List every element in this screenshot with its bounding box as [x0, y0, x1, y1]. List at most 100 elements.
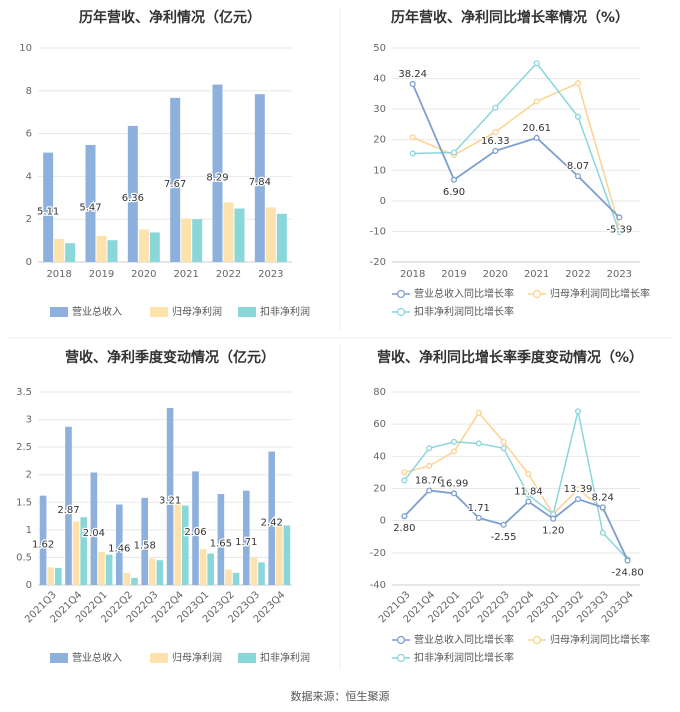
data-label: 16.33	[481, 136, 510, 147]
x-tick-label: 2020	[483, 269, 508, 280]
data-point	[475, 440, 482, 447]
data-label: 38.24	[398, 69, 427, 80]
bar-revenue	[170, 97, 181, 262]
bar-parent-net-profit	[225, 569, 232, 585]
data-point	[616, 228, 623, 236]
data-point	[475, 409, 482, 416]
data-label: 8.07	[567, 161, 589, 172]
legend-label: 营业总收入	[72, 305, 122, 318]
chart-panel-1: 历年营收、净利情况（亿元） 0 2 4 6 8 10 2018 2019 2020 2021 2022…	[19, 9, 310, 318]
data-label: 13.39	[564, 484, 593, 495]
data-point	[525, 470, 532, 478]
bar-revenue	[268, 451, 275, 585]
y-tick-label: 50	[373, 43, 386, 54]
legend-swatch	[238, 653, 256, 663]
y-tick-label: 30	[373, 104, 386, 115]
data-label: -24.80	[611, 568, 643, 579]
data-point	[525, 491, 532, 498]
data-label: 6.36	[122, 193, 144, 204]
legend-item: 扣非净利润	[238, 305, 310, 318]
y-tick-label: 20	[373, 484, 386, 495]
series-line-revenue-growth	[411, 83, 620, 218]
legend-swatch	[150, 307, 168, 317]
bar-revenue	[39, 495, 47, 585]
data-point	[599, 504, 606, 511]
bar-parent-net-profit	[265, 207, 276, 262]
data-point	[450, 490, 458, 497]
y-tick-label: 1	[26, 525, 32, 536]
legend-swatch	[50, 307, 68, 317]
bar-parent-net-profit	[47, 567, 55, 585]
data-point	[492, 104, 499, 111]
data-label: 20.61	[522, 123, 551, 134]
data-label: 1.20	[542, 526, 564, 537]
x-tick-label: 2021	[524, 269, 549, 280]
legend-item: 归母净利润	[150, 651, 222, 664]
data-label: 7.84	[249, 177, 271, 188]
data-label: 8.29	[206, 172, 228, 183]
legend-label: 扣非净利润	[260, 305, 310, 318]
data-label: 8.24	[592, 492, 614, 503]
legend-label: 扣非净利润	[260, 651, 310, 664]
x-tick-label: 2018	[400, 269, 425, 280]
y-tick-label: 40	[373, 74, 386, 85]
bar-revenue	[212, 84, 223, 263]
bar-deducted-net-profit	[192, 219, 203, 262]
data-label: 3.21	[159, 495, 181, 506]
bar-parent-net-profit	[174, 502, 182, 585]
data-point	[574, 113, 582, 120]
x-tick-label: 2019	[441, 269, 466, 280]
legend-label: 营业总收入	[72, 651, 122, 664]
bar-parent-net-profit	[181, 218, 192, 262]
bar-parent-net-profit	[148, 558, 156, 585]
data-label: 1.71	[468, 503, 490, 514]
bar-deducted-net-profit	[65, 243, 76, 262]
bar-deducted-net-profit	[131, 577, 138, 585]
bar-deducted-net-profit	[105, 554, 113, 585]
legend-swatch	[50, 653, 68, 663]
y-tick-label: 3.5	[16, 387, 32, 398]
data-label: 18.76	[415, 475, 444, 486]
data-point	[616, 214, 623, 221]
bar-deducted-net-profit	[258, 562, 265, 585]
y-tick-label: -10	[370, 226, 386, 237]
data-label: 2.87	[57, 505, 79, 516]
legend-marker	[396, 653, 406, 663]
data-label: 2.06	[184, 527, 206, 538]
y-tick-label: 0	[380, 516, 386, 527]
data-point	[492, 129, 499, 136]
data-label: 6.90	[443, 187, 465, 198]
data-point	[533, 60, 540, 67]
bar-deducted-net-profit	[55, 567, 62, 585]
y-tick-label: -20	[370, 257, 386, 268]
data-point	[401, 477, 408, 484]
data-point	[500, 438, 507, 445]
legend-item: 归母净利润同比增长率	[528, 633, 650, 646]
legend-marker	[532, 289, 542, 299]
bar-revenue	[85, 144, 96, 262]
data-label: 1.58	[134, 540, 156, 551]
bar-revenue	[192, 471, 199, 585]
legend-label: 归母净利润	[172, 651, 222, 664]
legend-item: 扣非净利润	[238, 651, 310, 664]
data-point	[409, 80, 416, 88]
data-point	[574, 173, 582, 180]
bar-parent-net-profit	[96, 235, 107, 262]
x-tick-label: 2022	[216, 269, 241, 280]
bar-deducted-net-profit	[107, 240, 118, 262]
chart-panel-3: 营收、净利季度变动情况（亿元）00.511.522.533.52021Q3202…	[16, 349, 310, 664]
source-note: 数据来源：恒生聚源	[290, 690, 390, 703]
legend-label: 营业总收入同比增长率	[414, 633, 514, 646]
x-tick-label: 2022	[565, 269, 590, 280]
bar-parent-net-profit	[123, 572, 131, 585]
data-point	[426, 487, 433, 494]
y-tick-label: 2	[26, 470, 32, 481]
data-label: 1.65	[210, 539, 232, 550]
y-tick-label: 40	[373, 451, 386, 462]
bar-revenue	[254, 94, 265, 262]
chart-title: 营收、净利同比增长率季度变动情况（%）	[377, 349, 643, 366]
data-point	[450, 149, 458, 156]
bar-revenue	[166, 407, 174, 585]
data-point	[450, 448, 458, 455]
